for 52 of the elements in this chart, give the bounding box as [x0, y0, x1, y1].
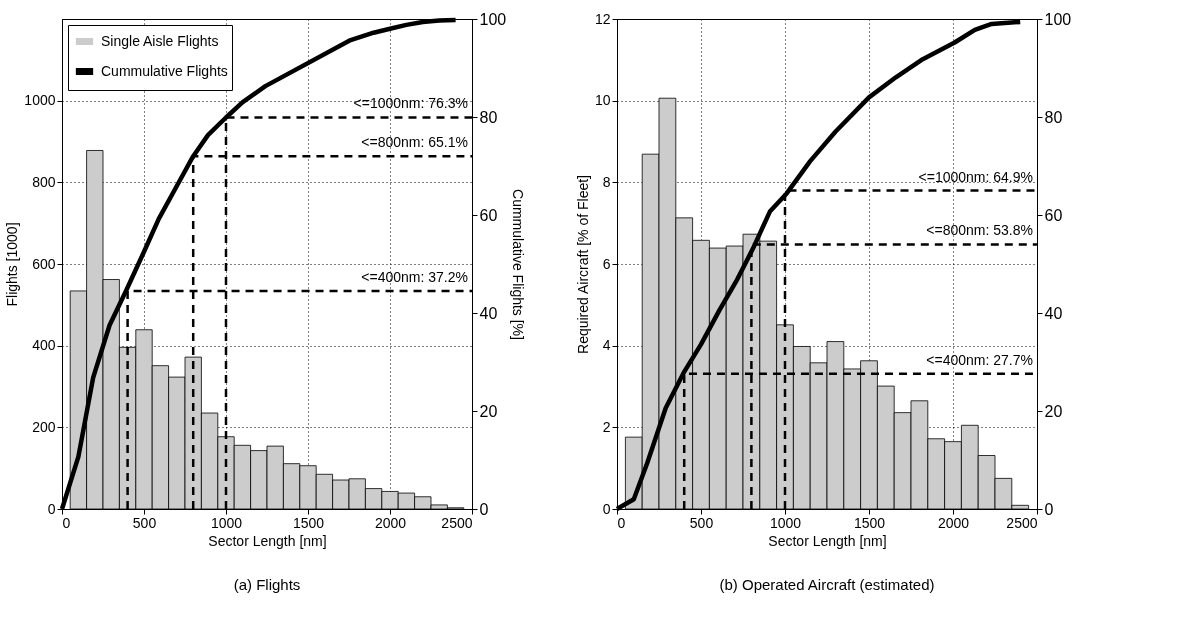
x-tick-label: 0	[617, 514, 626, 531]
y2-tick-label: 80	[479, 108, 498, 126]
y-tick-label: 1000	[24, 92, 56, 109]
x-tick-label: 2500	[1006, 514, 1038, 531]
y2-tick-label: 40	[1044, 304, 1063, 322]
y2-tick-label: 80	[1044, 108, 1063, 126]
x-tick-label: 1000	[769, 514, 802, 531]
y2-tick-label: 40	[479, 304, 498, 322]
y-tick-label: 6	[602, 255, 611, 272]
x-tick-label: 2500	[441, 514, 473, 531]
y-tick-label: 4	[602, 337, 611, 354]
y-axis-title: Required Aircraft [% of Fleet]	[574, 175, 591, 354]
text: (b) Operated Aircraft (estimated)	[719, 576, 935, 593]
y-tick-label: 400	[32, 337, 56, 354]
x-tick-label: 2000	[374, 514, 407, 531]
x-axis-title: Sector Length [nm]	[208, 532, 327, 549]
y-tick-label: 0	[47, 500, 56, 517]
x-axis-title: Sector Length [nm]	[768, 532, 887, 549]
y-tick-label: 800	[32, 173, 56, 190]
y-tick-label: 2	[602, 418, 611, 435]
x-tick-label: 1500	[853, 514, 886, 531]
annotation: <=800nm: 53.8%	[926, 222, 1033, 239]
y2-tick-label: 100	[479, 10, 507, 28]
legend-label: Single Aisle Flights	[101, 32, 219, 49]
y-tick-label: 200	[32, 418, 56, 435]
text: (a) Flights	[233, 576, 301, 593]
annotation: <=400nm: 37.2%	[361, 268, 468, 285]
x-tick-label: 1500	[292, 514, 325, 531]
y2-axis-title: Cummulative Flights [%]	[510, 189, 527, 340]
y2-tick-label: 100	[1044, 10, 1072, 28]
y-tick-label: 10	[594, 92, 611, 109]
y-tick-label: 0	[602, 500, 611, 517]
x-tick-label: 1000	[210, 514, 243, 531]
y2-tick-label: 0	[479, 500, 489, 518]
y-axis-title: Flights [1000]	[4, 222, 21, 307]
annotation: <=400nm: 27.7%	[926, 351, 1033, 368]
x-tick-label: 2000	[937, 514, 970, 531]
annotation: <=1000nm: 64.9%	[918, 168, 1033, 185]
y2-tick-label: 20	[479, 402, 498, 420]
y2-tick-label: 20	[1044, 402, 1063, 420]
y-tick-label: 8	[602, 173, 611, 190]
y-tick-label: 600	[32, 255, 56, 272]
x-tick-label: 0	[62, 514, 71, 531]
annotation: <=800nm: 65.1%	[361, 134, 468, 151]
annotation: <=1000nm: 76.3%	[353, 95, 468, 112]
x-tick-label: 500	[132, 514, 157, 531]
y2-tick-label: 0	[1044, 500, 1054, 518]
y2-tick-label: 60	[479, 206, 498, 224]
legend-label: Cummulative Flights	[101, 62, 228, 79]
y-tick-label: 12	[594, 10, 611, 27]
y2-tick-label: 60	[1044, 206, 1063, 224]
x-tick-label: 500	[689, 514, 714, 531]
